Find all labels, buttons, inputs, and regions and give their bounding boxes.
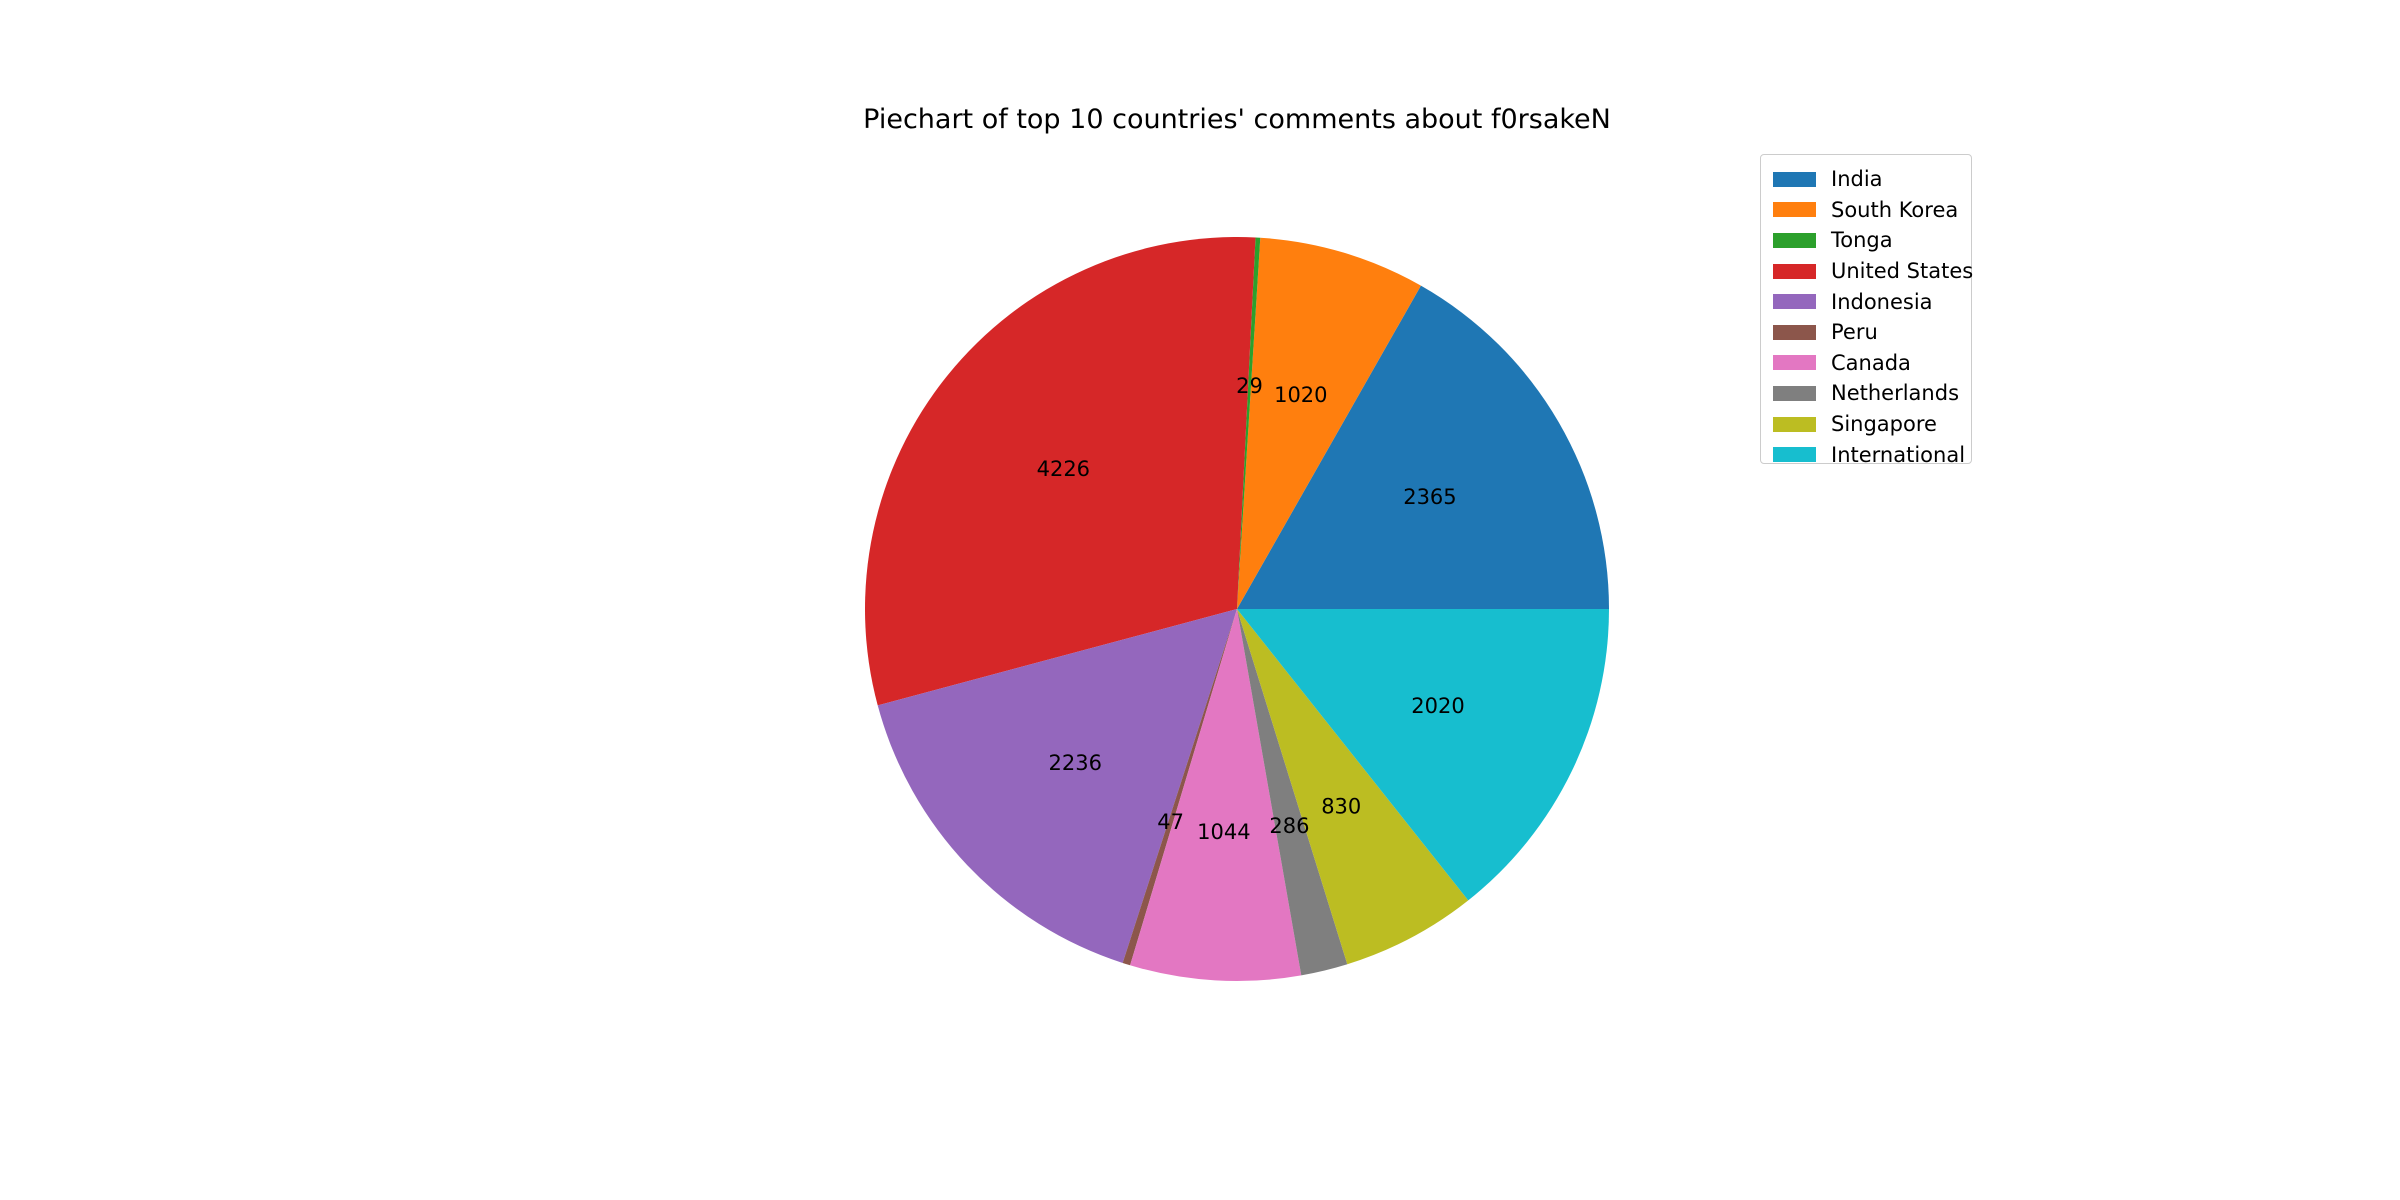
legend-item-canada: Canada	[1773, 348, 1971, 379]
legend-item-united-states: United States	[1773, 256, 1974, 287]
legend-item-netherlands: Netherlands	[1773, 378, 1971, 409]
legend-label: Tonga	[1831, 228, 1893, 253]
legend-item-international: International	[1773, 439, 1971, 470]
legend-label: United States	[1831, 259, 1974, 284]
legend-item-indonesia: Indonesia	[1773, 286, 1971, 317]
legend-swatch	[1773, 447, 1816, 463]
slice-label-singapore: 830	[1321, 794, 1361, 818]
slice-label-south-korea: 1020	[1274, 383, 1327, 407]
slice-label-netherlands: 286	[1269, 814, 1309, 838]
legend-swatch	[1773, 324, 1816, 340]
legend-label: Netherlands	[1831, 381, 1960, 406]
pie-slice-canada	[1130, 609, 1302, 981]
legend-item-tonga: Tonga	[1773, 225, 1971, 256]
legend-label: International	[1831, 442, 1966, 467]
chart-title: Piechart of top 10 countries' comments a…	[863, 104, 1611, 135]
legend-swatch	[1773, 294, 1816, 310]
legend-label: South Korea	[1831, 197, 1959, 222]
pie-slice-south-korea	[1237, 237, 1421, 609]
legend: India South Korea Tonga United States Indone…	[1760, 154, 1974, 467]
legend-label: Indonesia	[1831, 289, 1933, 314]
legend-item-india: India	[1773, 164, 1971, 195]
pie-slice-peru	[1122, 609, 1237, 966]
legend-swatch	[1773, 385, 1816, 401]
slice-label-united-states: 4226	[1037, 457, 1090, 481]
pie-slice-indonesia	[877, 609, 1237, 963]
legend-item-peru: Peru	[1773, 317, 1971, 348]
slice-label-tonga: 29	[1236, 374, 1263, 398]
legend-swatch	[1773, 355, 1816, 371]
legend-label: Singapore	[1831, 412, 1937, 437]
legend-swatch	[1773, 263, 1816, 279]
pie-slice-united-states	[865, 237, 1256, 706]
pie-slice-india	[1237, 285, 1609, 609]
slice-label-canada: 1044	[1197, 820, 1250, 844]
legend-item-south-korea: South Korea	[1773, 195, 1971, 226]
legend-swatch	[1773, 232, 1816, 248]
legend-label: India	[1831, 167, 1883, 192]
pie-slice-singapore	[1237, 609, 1469, 965]
slice-label-peru: 47	[1157, 810, 1184, 834]
pie-slice-tonga	[1237, 237, 1261, 610]
slice-label-indonesia: 2236	[1049, 751, 1102, 775]
legend-swatch	[1773, 171, 1816, 187]
legend-swatch	[1773, 416, 1816, 432]
slice-label-india: 2365	[1403, 485, 1456, 509]
slice-label-international: 2020	[1411, 694, 1464, 718]
legend-item-singapore: Singapore	[1773, 409, 1971, 440]
legend-label: Peru	[1831, 320, 1878, 345]
pie-slice-international	[1237, 609, 1609, 901]
pie-slice-netherlands	[1237, 609, 1348, 976]
legend-swatch	[1773, 202, 1816, 218]
legend-label: Canada	[1831, 350, 1911, 375]
